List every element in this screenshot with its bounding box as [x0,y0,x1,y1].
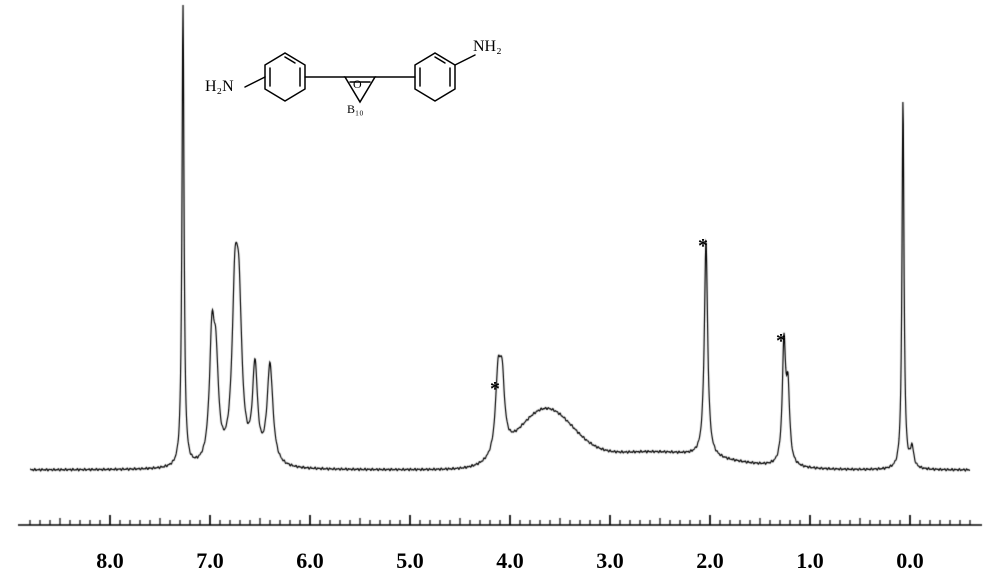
peak-star: * [698,235,708,258]
axis-tick-label: 0.0 [885,548,935,574]
axis-tick-label: 2.0 [685,548,735,574]
axis-tick-label: 8.0 [85,548,135,574]
axis-tick-label: 1.0 [785,548,835,574]
mol-label-nh2-left: H₂N [205,78,234,96]
mol-label-o: O [353,77,362,92]
peak-star: * [776,330,786,353]
axis-tick-label: 4.0 [485,548,535,574]
axis-tick-label: 3.0 [585,548,635,574]
axis-tick-label: 5.0 [385,548,435,574]
axis-tick-label: 7.0 [185,548,235,574]
mol-label-nh2-right: NH₂ [473,38,502,56]
axis-tick-label: 6.0 [285,548,335,574]
peak-star: * [490,378,500,401]
mol-label-b10: B₁₀ [347,102,363,117]
nmr-figure: H₂N NH₂ O B₁₀ 8.0 7.0 6.0 5.0 4.0 3.0 2.0 1.0 0.… [0,0,1000,583]
